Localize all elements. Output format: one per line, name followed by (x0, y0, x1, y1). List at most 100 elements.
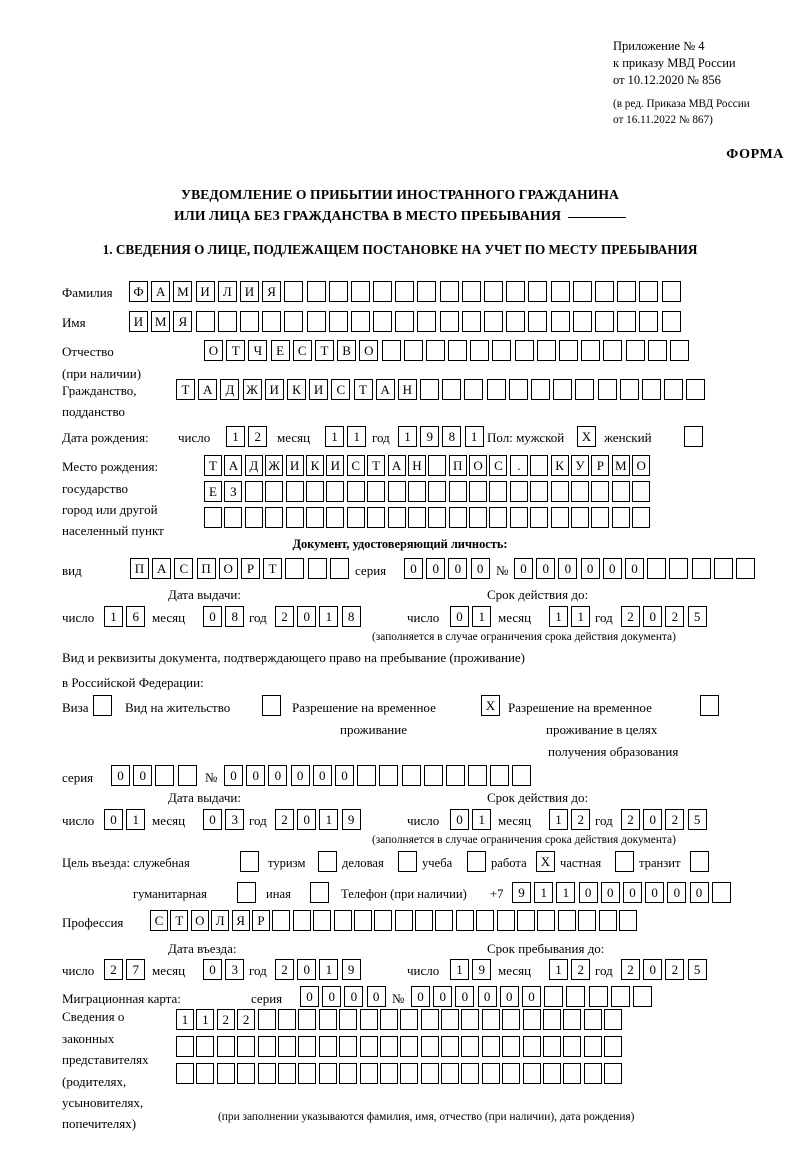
char-cell[interactable]: 1 (549, 959, 568, 980)
char-cell[interactable]: 2 (571, 809, 591, 830)
char-cell[interactable] (543, 1036, 562, 1057)
char-cell[interactable]: 0 (203, 809, 222, 830)
char-cell[interactable]: 2 (665, 809, 685, 830)
char-cell[interactable]: 2 (248, 426, 268, 447)
char-cell[interactable] (647, 558, 667, 579)
purpose-study-checkbox[interactable] (467, 851, 486, 872)
char-cell[interactable] (420, 1063, 439, 1084)
char-cell[interactable] (461, 1036, 480, 1057)
char-cell[interactable]: 0 (297, 959, 317, 980)
char-cell[interactable] (531, 379, 550, 400)
char-cell[interactable]: 0 (411, 986, 430, 1007)
char-cell[interactable]: 0 (290, 765, 310, 786)
char-cell[interactable] (257, 1009, 276, 1030)
char-cell[interactable] (333, 910, 352, 931)
char-cell[interactable]: Р (240, 558, 260, 579)
char-cell[interactable] (305, 481, 324, 502)
char-cell[interactable] (509, 481, 528, 502)
char-cell[interactable]: 2 (665, 959, 685, 980)
char-cell[interactable]: 2 (275, 606, 294, 627)
char-cell[interactable] (502, 1036, 521, 1057)
char-cell[interactable]: 0 (470, 558, 490, 579)
char-cell[interactable] (669, 340, 689, 361)
char-cell[interactable] (455, 910, 474, 931)
char-cell[interactable] (571, 481, 590, 502)
char-cell[interactable] (298, 1009, 317, 1030)
char-cell[interactable]: 0 (297, 606, 317, 627)
char-cell[interactable] (346, 481, 365, 502)
char-cell[interactable]: И (195, 281, 215, 302)
char-cell[interactable]: 0 (246, 765, 266, 786)
char-cell[interactable] (502, 1009, 521, 1030)
char-cell[interactable]: 0 (558, 558, 578, 579)
char-cell[interactable]: 0 (450, 606, 469, 627)
char-cell[interactable] (508, 379, 528, 400)
char-cell[interactable] (550, 281, 570, 302)
char-cell[interactable] (557, 910, 576, 931)
char-cell[interactable]: 1 (472, 809, 492, 830)
char-cell[interactable]: 2 (621, 809, 640, 830)
char-cell[interactable]: Я (262, 281, 282, 302)
char-cell[interactable]: 0 (514, 558, 533, 579)
char-cell[interactable]: 6 (126, 606, 146, 627)
char-cell[interactable] (439, 311, 459, 332)
char-cell[interactable] (581, 340, 601, 361)
char-cell[interactable] (326, 481, 345, 502)
char-cell[interactable]: 0 (322, 986, 342, 1007)
char-cell[interactable] (339, 1009, 358, 1030)
char-cell[interactable] (591, 481, 610, 502)
char-cell[interactable] (619, 379, 639, 400)
char-cell[interactable]: И (285, 455, 304, 476)
char-cell[interactable] (379, 1063, 398, 1084)
purpose-service-checkbox[interactable] (240, 851, 259, 872)
char-cell[interactable] (420, 379, 440, 400)
char-cell[interactable]: 0 (203, 606, 222, 627)
char-cell[interactable] (559, 340, 578, 361)
char-cell[interactable]: 0 (268, 765, 288, 786)
char-cell[interactable] (244, 507, 263, 528)
char-cell[interactable] (522, 1009, 541, 1030)
char-cell[interactable]: М (151, 311, 171, 332)
char-cell[interactable] (420, 1036, 439, 1057)
char-cell[interactable] (284, 281, 304, 302)
char-cell[interactable] (310, 882, 329, 903)
char-cell[interactable] (563, 1036, 582, 1057)
char-cell[interactable]: И (239, 281, 259, 302)
char-cell[interactable] (476, 910, 495, 931)
residence-permit-checkbox[interactable] (262, 695, 281, 716)
char-cell[interactable] (224, 507, 243, 528)
birth-place-cells-row-3[interactable] (204, 507, 653, 528)
char-cell[interactable]: З (224, 481, 243, 502)
char-cell[interactable] (575, 379, 595, 400)
char-cell[interactable]: X (536, 851, 555, 872)
char-cell[interactable] (401, 765, 421, 786)
char-cell[interactable] (461, 281, 481, 302)
char-cell[interactable] (735, 558, 755, 579)
char-cell[interactable] (359, 1036, 378, 1057)
char-cell[interactable]: 0 (404, 558, 423, 579)
char-cell[interactable] (583, 1009, 602, 1030)
char-cell[interactable] (318, 851, 337, 872)
char-cell[interactable]: 0 (297, 809, 317, 830)
char-cell[interactable] (467, 851, 486, 872)
char-cell[interactable]: С (489, 455, 508, 476)
char-cell[interactable]: 8 (442, 426, 462, 447)
char-cell[interactable] (262, 695, 281, 716)
char-cell[interactable]: 5 (687, 809, 707, 830)
char-cell[interactable] (326, 507, 345, 528)
char-cell[interactable] (528, 281, 548, 302)
char-cell[interactable] (611, 507, 630, 528)
char-cell[interactable] (417, 281, 437, 302)
char-cell[interactable] (604, 1036, 623, 1057)
char-cell[interactable] (669, 558, 689, 579)
